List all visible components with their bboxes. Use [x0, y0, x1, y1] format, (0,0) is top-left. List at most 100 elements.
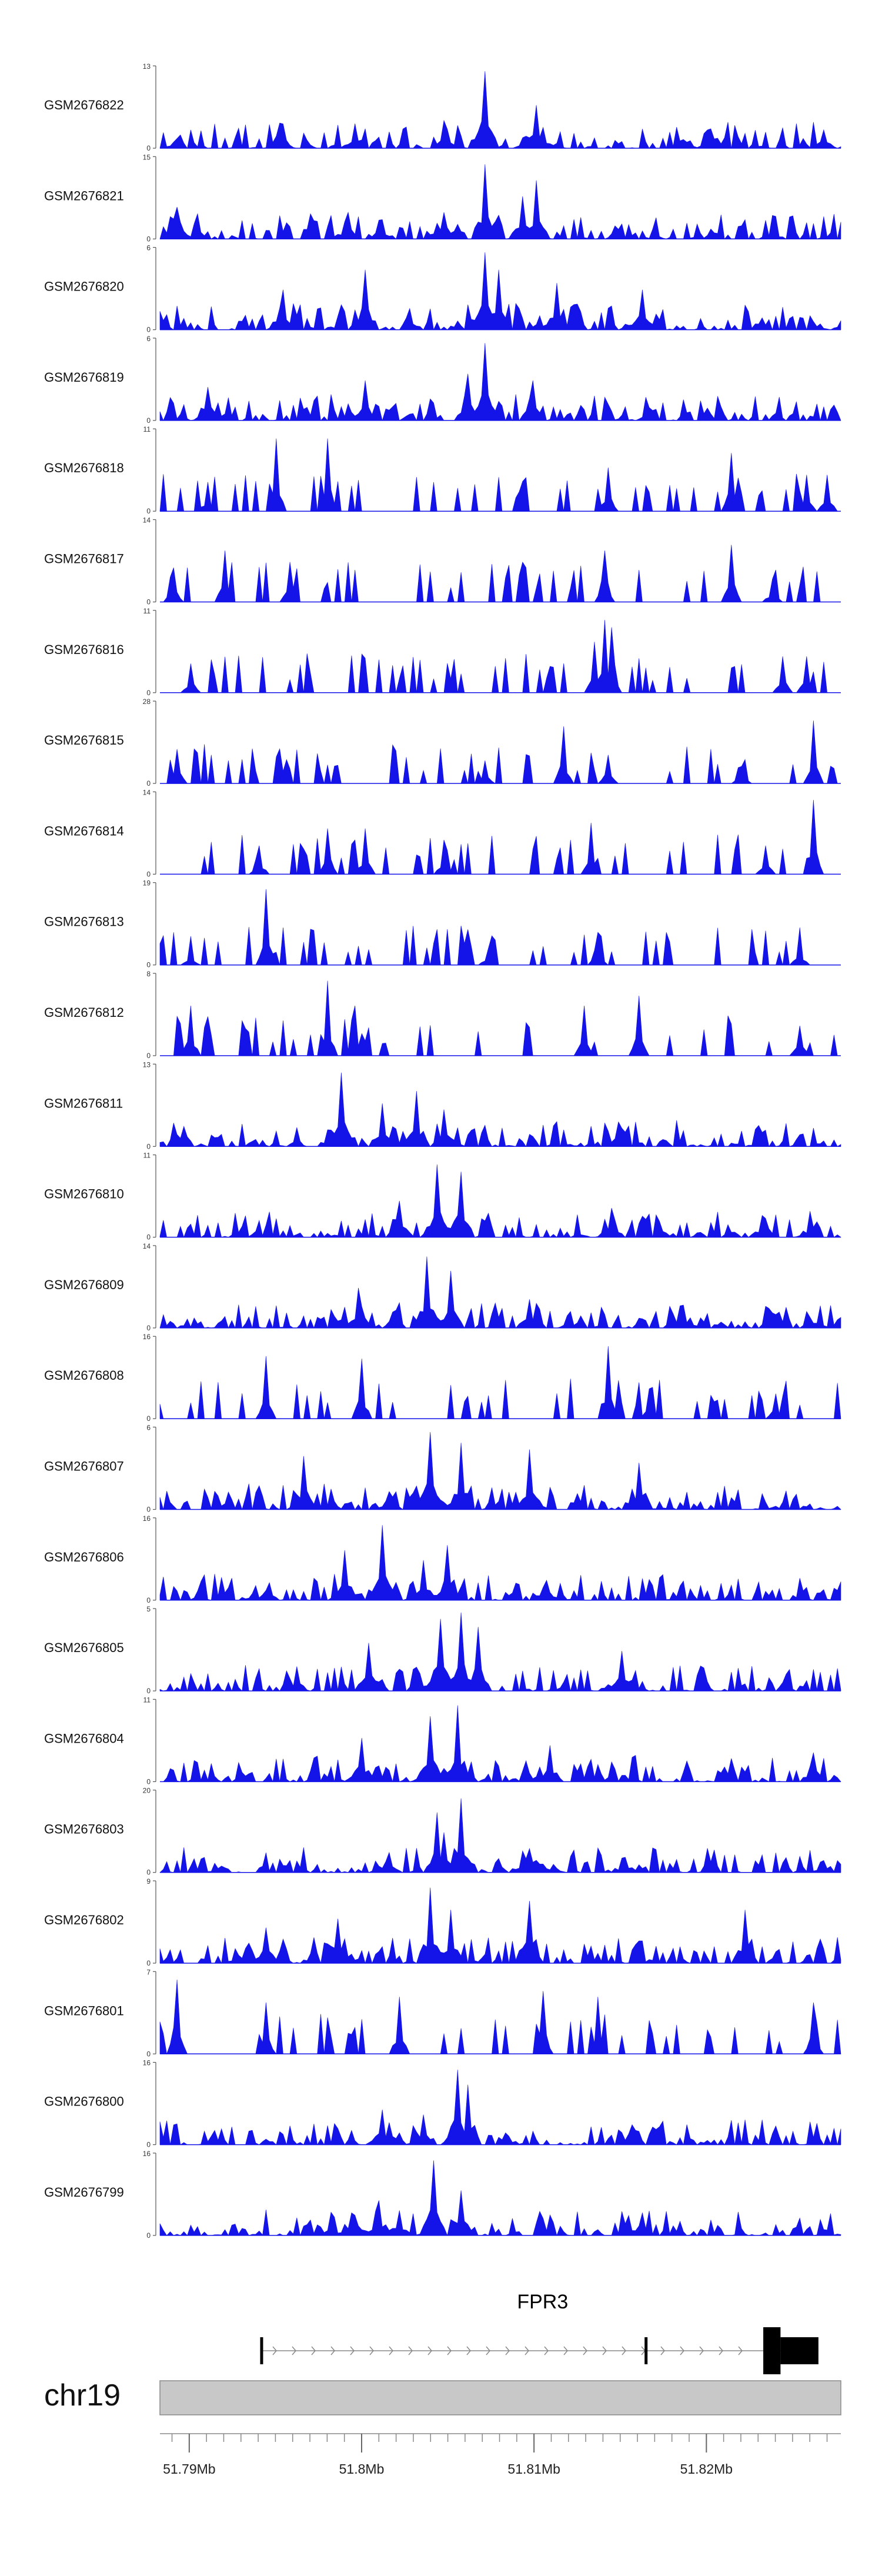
y-tick-label: 0	[146, 416, 151, 425]
y-tick-label: 14	[143, 788, 151, 796]
strand-arrow-icon	[292, 2346, 296, 2355]
y-tick-label: 0	[146, 1777, 151, 1786]
strand-arrow-icon	[389, 2346, 393, 2355]
y-tick-label: 14	[143, 516, 151, 525]
strand-arrow-icon	[544, 2346, 549, 2355]
coverage-track: GSM2676801 7 0	[44, 1968, 841, 2058]
y-tick-label: 0	[146, 507, 151, 515]
track-label: GSM2676819	[44, 370, 124, 385]
y-tick-label: 6	[146, 1424, 151, 1432]
track-label: GSM2676799	[44, 2185, 124, 2200]
coverage-area	[160, 980, 841, 1057]
y-tick-label: 0	[146, 1324, 151, 1332]
y-tick-label: 0	[146, 326, 151, 334]
y-tick-label: 0	[146, 689, 151, 697]
strand-arrow-icon	[660, 2346, 665, 2355]
coverage-area	[159, 438, 841, 512]
coverage-track: GSM2676802 9 0	[44, 1877, 841, 1967]
track-label: GSM2676810	[44, 1187, 124, 1202]
coverage-track: GSM2676808 16 0	[44, 1333, 841, 1423]
strand-arrow-icon	[272, 2346, 277, 2355]
y-tick-label: 0	[146, 2231, 151, 2240]
strand-arrow-icon	[738, 2346, 743, 2355]
y-tick-label: 6	[146, 244, 151, 252]
coverage-track: GSM2676813 19 0	[44, 879, 841, 969]
coverage-track: GSM2676807 6 0	[44, 1424, 841, 1514]
y-tick-label: 0	[146, 779, 151, 788]
y-tick-label: 14	[143, 1242, 151, 1250]
y-tick-label: 20	[143, 1787, 151, 1795]
y-tick-label: 16	[143, 2059, 151, 2067]
coverage-area	[160, 800, 841, 875]
track-label: GSM2676801	[44, 2003, 124, 2018]
y-tick-label: 0	[146, 144, 151, 152]
strand-arrow-icon	[447, 2346, 452, 2355]
track-label: GSM2676803	[44, 1822, 124, 1837]
y-tick-label: 0	[146, 1687, 151, 1695]
y-tick-label: 16	[143, 1333, 151, 1341]
coverage-track: GSM2676820 6 0	[44, 244, 841, 334]
strand-arrow-icon	[486, 2346, 490, 2355]
coverage-track: GSM2676800 16 0	[44, 2059, 841, 2149]
coverage-track: GSM2676822 13 0	[44, 62, 841, 152]
coverage-track: GSM2676818 11 0	[44, 425, 841, 515]
coverage-track: GSM2676810 11 0	[44, 1152, 841, 1242]
coverage-area	[159, 889, 841, 966]
chromosome-ideogram-bar	[159, 2380, 841, 2415]
coverage-track: GSM2676821 15 0	[44, 153, 841, 243]
strand-arrow-icon	[602, 2346, 607, 2355]
coverage-area	[159, 1346, 841, 1419]
coverage-area	[159, 252, 841, 331]
gene-exon	[260, 2337, 263, 2364]
track-label: GSM2676822	[44, 98, 124, 112]
x-tick-label: 51.82Mb	[680, 2461, 733, 2477]
strand-arrow-icon	[505, 2346, 510, 2355]
x-tick-label: 51.81Mb	[507, 2461, 560, 2477]
ideogram-track: chr19	[44, 2378, 841, 2415]
track-label: GSM2676806	[44, 1550, 124, 1564]
coverage-area	[159, 2160, 841, 2237]
y-tick-label: 11	[143, 1696, 151, 1704]
coverage-area	[159, 1072, 841, 1147]
y-tick-label: 0	[146, 1596, 151, 1604]
y-tick-label: 16	[143, 1514, 151, 1523]
strand-arrow-icon	[311, 2346, 316, 2355]
track-label: GSM2676808	[44, 1368, 124, 1383]
genome-axis: 51.79Mb 51.8Mb 51.81Mb 51.82Mb	[160, 2433, 841, 2477]
coverage-area	[159, 2070, 841, 2145]
coverage-track: GSM2676819 6 0	[44, 335, 841, 425]
coverage-track: GSM2676816 11 0	[44, 607, 841, 697]
track-label: GSM2676813	[44, 915, 124, 929]
coverage-track: GSM2676815 28 0	[44, 698, 841, 788]
x-tick-label: 51.8Mb	[339, 2461, 385, 2477]
track-label: GSM2676818	[44, 461, 124, 475]
strand-arrow-icon	[622, 2346, 626, 2355]
coverage-area	[159, 1164, 841, 1238]
coverage-track: GSM2676809 14 0	[44, 1242, 841, 1332]
strand-arrow-icon	[350, 2346, 355, 2355]
track-label: GSM2676812	[44, 1005, 124, 1020]
coverage-track: GSM2676805 5 0	[44, 1605, 841, 1695]
track-label: GSM2676814	[44, 823, 124, 838]
gene-track: FPR3	[260, 2291, 818, 2374]
y-tick-label: 0	[146, 1506, 151, 1514]
gene-exon	[763, 2327, 781, 2374]
y-tick-label: 0	[146, 2141, 151, 2149]
track-label: GSM2676807	[44, 1459, 124, 1474]
gene-exon	[644, 2337, 648, 2364]
coverage-track: GSM2676817 14 0	[44, 516, 841, 606]
y-tick-label: 0	[146, 598, 151, 606]
gene-exon	[780, 2337, 818, 2364]
strand-arrow-icon	[408, 2346, 413, 2355]
track-label: GSM2676811	[44, 1096, 123, 1110]
strand-arrow-icon	[466, 2346, 471, 2355]
coverage-area	[160, 720, 841, 784]
y-tick-label: 11	[143, 425, 151, 433]
y-tick-label: 11	[143, 607, 151, 615]
track-label: GSM2676809	[44, 1277, 124, 1292]
coverage-area	[160, 620, 841, 693]
y-tick-label: 28	[143, 698, 151, 706]
x-tick-label: 51.79Mb	[163, 2461, 216, 2477]
track-label: GSM2676817	[44, 552, 124, 566]
